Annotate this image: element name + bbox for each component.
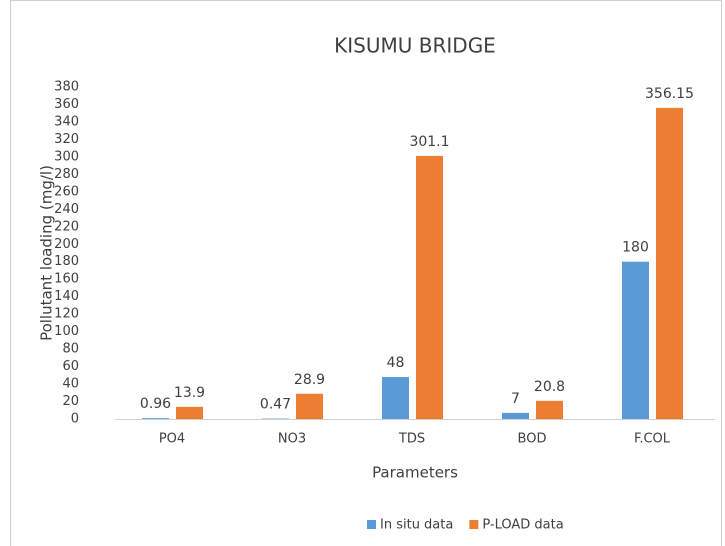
data-label: 13.9 xyxy=(174,385,205,401)
bar xyxy=(656,107,683,419)
bar xyxy=(622,261,649,419)
y-tick-label: 340 xyxy=(54,114,79,129)
y-tick-label: 180 xyxy=(54,254,79,269)
data-label: 0.96 xyxy=(140,396,171,412)
data-label: 0.47 xyxy=(260,397,291,413)
y-tick-label: 240 xyxy=(54,202,79,217)
y-tick-label: 120 xyxy=(54,307,79,322)
legend-label: In situ data xyxy=(380,518,453,533)
y-tick-label: 200 xyxy=(54,237,79,252)
data-label: 7 xyxy=(511,391,520,407)
y-tick-label: 260 xyxy=(54,184,79,199)
legend-label: P-LOAD data xyxy=(482,518,563,533)
x-tick-label: TDS xyxy=(398,432,425,447)
y-tick-label: 140 xyxy=(54,289,79,304)
y-tick-label: 320 xyxy=(54,132,79,147)
chart-title: KISUMU BRIDGE xyxy=(334,34,496,58)
data-label: 48 xyxy=(387,355,405,371)
bar xyxy=(502,412,529,419)
data-label: 28.9 xyxy=(294,372,325,388)
x-tick-label: NO3 xyxy=(278,432,306,447)
bar xyxy=(416,155,443,419)
bar xyxy=(296,393,323,419)
x-tick-label: F.COL xyxy=(634,432,671,447)
data-label: 180 xyxy=(622,240,649,256)
x-axis-label: Parameters xyxy=(372,464,458,482)
y-axis-label: Pollutant loading (mg/l) xyxy=(38,165,56,341)
y-tick-label: 360 xyxy=(54,97,79,112)
y-tick-label: 20 xyxy=(62,394,79,409)
x-tick-label: PO4 xyxy=(159,432,185,447)
bar xyxy=(382,377,409,419)
y-tick-label: 100 xyxy=(54,324,79,339)
y-tick-label: 160 xyxy=(54,272,79,287)
chart-border xyxy=(10,0,722,546)
x-tick-label: BOD xyxy=(518,432,547,447)
y-tick-label: 40 xyxy=(62,377,79,392)
y-tick-label: 60 xyxy=(62,359,79,374)
data-label: 356.15 xyxy=(645,86,694,102)
legend-swatch xyxy=(367,520,376,529)
y-tick-label: 300 xyxy=(54,149,79,164)
y-tick-label: 380 xyxy=(54,80,79,95)
y-tick-label: 220 xyxy=(54,219,79,234)
bar xyxy=(536,400,563,419)
data-label: 301.1 xyxy=(409,134,449,150)
y-tick-label: 280 xyxy=(54,167,79,182)
y-tick-label: 80 xyxy=(62,342,79,357)
legend-swatch xyxy=(469,520,479,529)
bar xyxy=(176,406,203,419)
data-label: 20.8 xyxy=(534,379,565,395)
y-tick-label: 0 xyxy=(71,412,79,427)
bar xyxy=(142,418,169,419)
